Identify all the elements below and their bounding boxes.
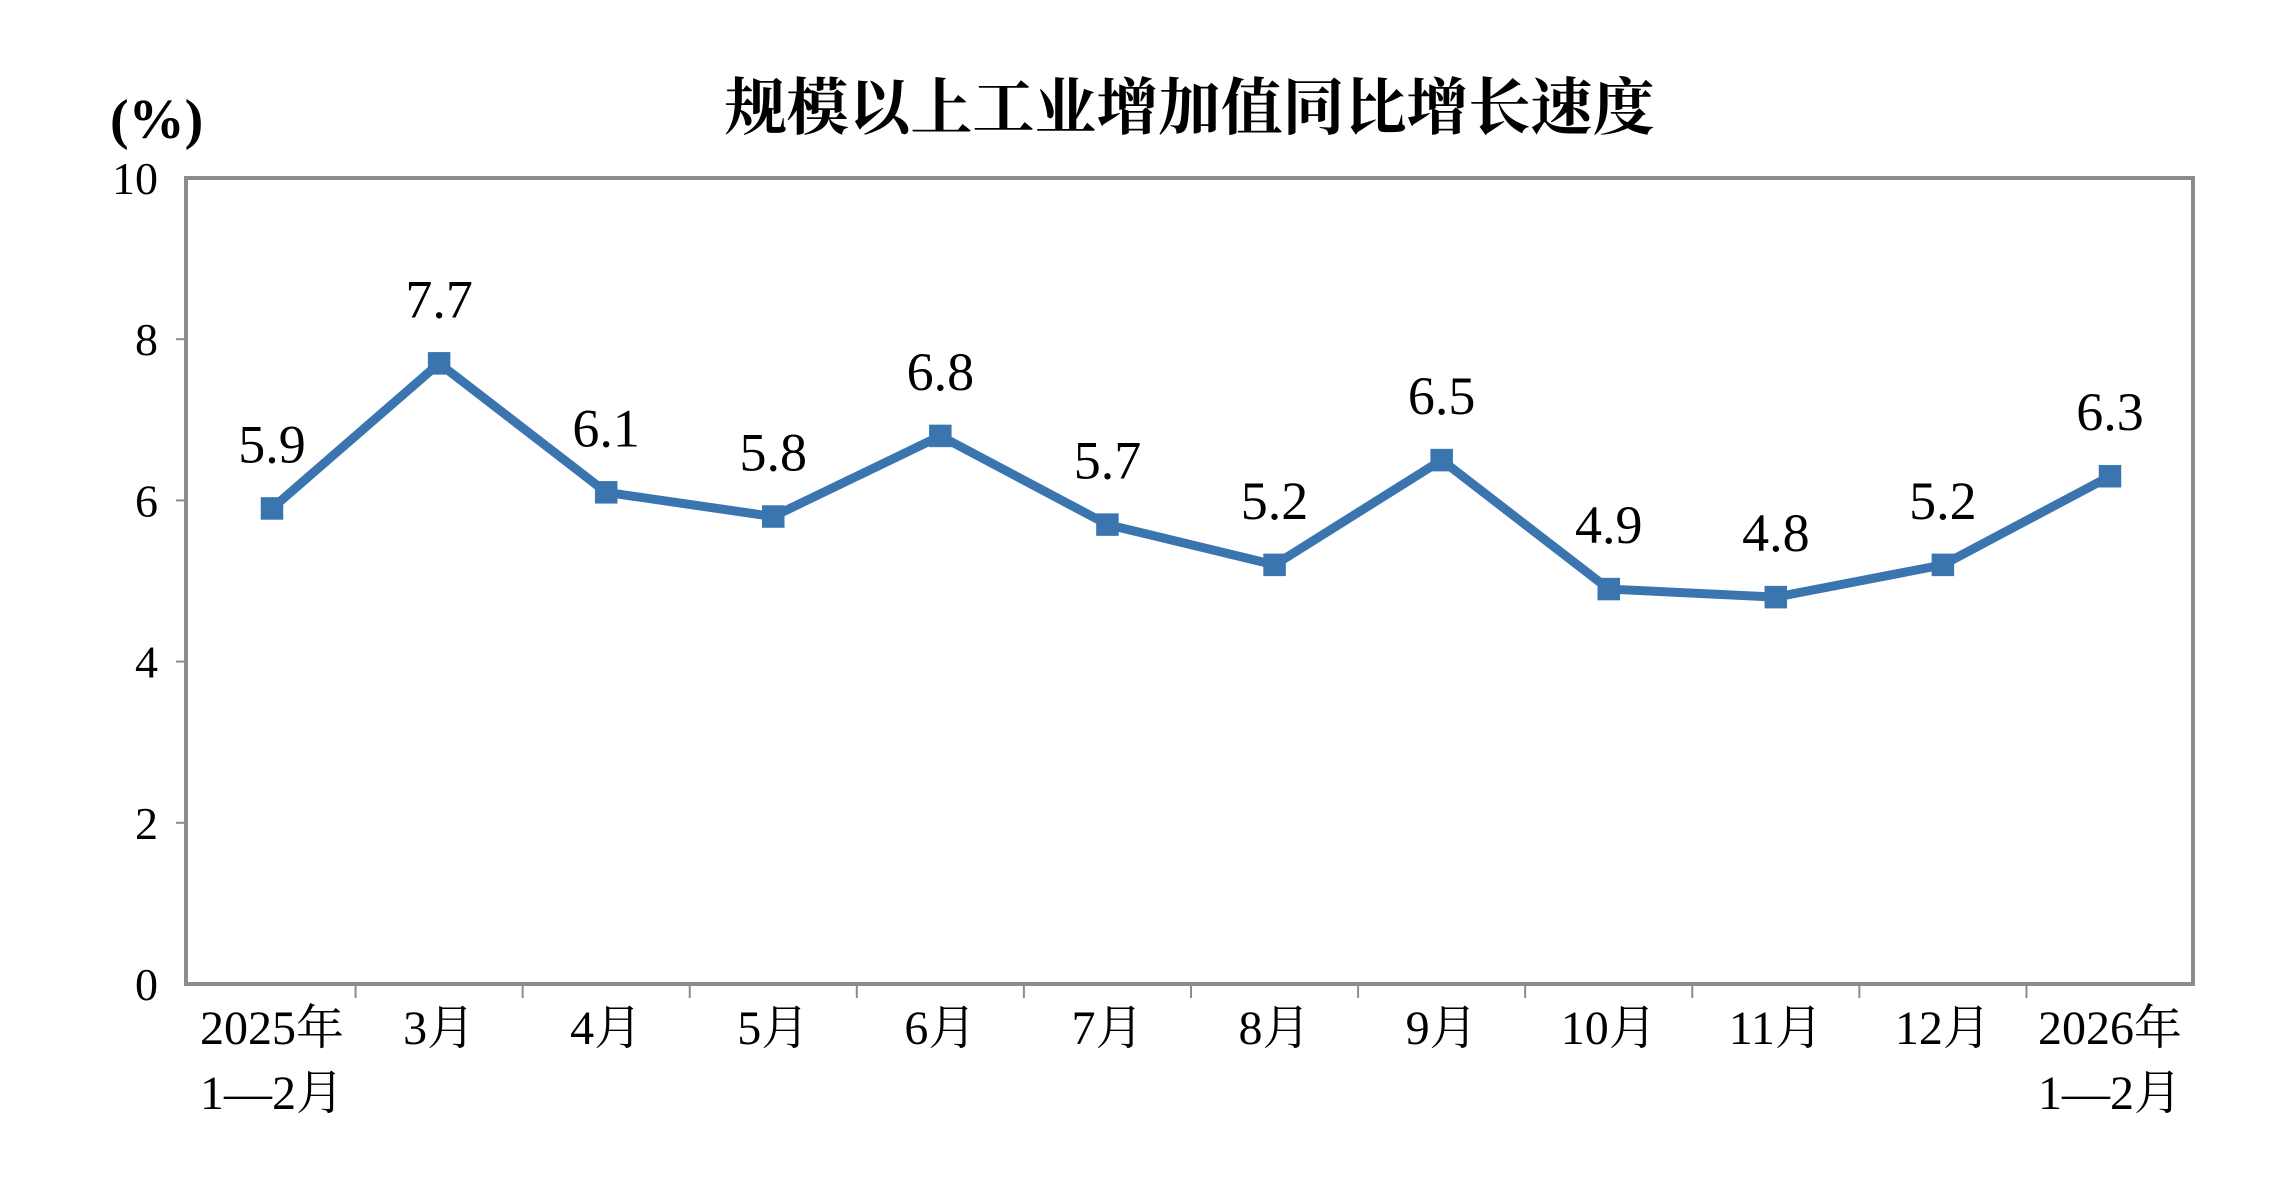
svg-text:1—2月: 1—2月 (2038, 1067, 2182, 1120)
svg-text:5.2: 5.2 (1241, 471, 1309, 531)
svg-text:7.7: 7.7 (405, 269, 473, 329)
svg-text:5.8: 5.8 (740, 423, 808, 483)
svg-text:4: 4 (135, 637, 158, 688)
svg-text:6.5: 6.5 (1408, 366, 1476, 426)
svg-text:12月: 12月 (1895, 1002, 1991, 1055)
svg-text:6月: 6月 (904, 1002, 976, 1055)
svg-text:9月: 9月 (1406, 1002, 1478, 1055)
svg-text:4月: 4月 (570, 1002, 642, 1055)
svg-text:6: 6 (135, 475, 158, 526)
svg-text:6.1: 6.1 (572, 398, 640, 458)
svg-text:4.8: 4.8 (1742, 503, 1810, 563)
svg-text:2026年: 2026年 (2038, 1002, 2182, 1055)
svg-text:2025年: 2025年 (200, 1002, 344, 1055)
svg-text:6.3: 6.3 (2076, 382, 2144, 442)
svg-text:10月: 10月 (1561, 1002, 1657, 1055)
svg-text:8月: 8月 (1239, 1002, 1311, 1055)
svg-text:8: 8 (135, 314, 158, 365)
svg-text:0: 0 (135, 959, 158, 1010)
svg-text:1—2月: 1—2月 (200, 1067, 344, 1120)
svg-text:5.2: 5.2 (1909, 471, 1977, 531)
svg-text:11月: 11月 (1729, 1002, 1823, 1055)
svg-text:6.8: 6.8 (907, 342, 975, 402)
svg-text:7月: 7月 (1071, 1002, 1143, 1055)
svg-text:2: 2 (135, 798, 158, 849)
svg-text:5月: 5月 (737, 1002, 809, 1055)
svg-text:4.9: 4.9 (1575, 495, 1643, 555)
svg-text:10: 10 (112, 153, 158, 204)
svg-text:5.7: 5.7 (1074, 431, 1142, 491)
svg-text:5.9: 5.9 (238, 414, 306, 474)
svg-text:3月: 3月 (403, 1002, 475, 1055)
